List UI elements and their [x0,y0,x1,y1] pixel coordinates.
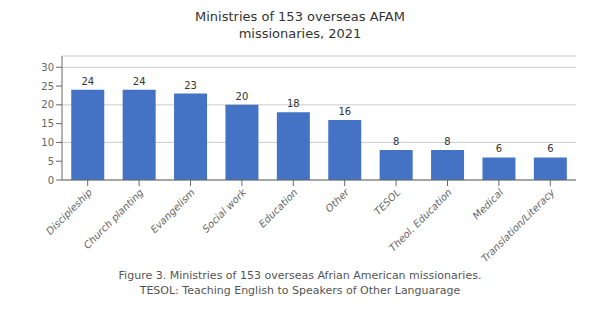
svg-text:20: 20 [236,91,249,102]
svg-text:23: 23 [184,80,197,91]
svg-text:10: 10 [41,137,54,148]
svg-text:Theol. Education: Theol. Education [387,187,454,254]
svg-text:Discipleship: Discipleship [44,187,94,237]
svg-text:Church planting: Church planting [81,187,145,251]
svg-text:6: 6 [496,143,502,154]
html-text:missionaries, 2021: missionaries, 2021 [238,26,362,41]
svg-text:Evangelism: Evangelism [148,186,197,235]
svg-text:25: 25 [41,81,54,92]
svg-text:Translation/Literacy: Translation/Literacy [479,186,557,264]
svg-text:Other: Other [323,186,351,214]
svg-text:24: 24 [81,76,94,87]
svg-text:6: 6 [547,143,553,154]
svg-text:Education: Education [257,187,300,230]
svg-text:15: 15 [41,118,54,129]
svg-text:TESOL: TESOL [372,187,403,218]
svg-text:Social work: Social work [200,186,249,235]
svg-text:8: 8 [444,136,450,147]
html-text:TESOL: Teaching English to Spe: TESOL: Teaching English to Speakers of O… [139,284,461,297]
html-text:Ministries of 153 overseas AFA: Ministries of 153 overseas AFAM [195,9,405,24]
svg-text:20: 20 [41,99,54,110]
svg-text:24: 24 [133,76,146,87]
html-text:Figure 3. Ministries of 153 ov: Figure 3. Ministries of 153 overseas Afr… [118,269,482,282]
svg-text:18: 18 [287,98,300,109]
svg-text:30: 30 [41,62,54,73]
svg-text:5: 5 [48,156,54,167]
svg-text:0: 0 [48,175,54,186]
svg-text:16: 16 [338,106,351,117]
svg-text:8: 8 [393,136,399,147]
svg-text:Medical: Medical [470,187,505,222]
